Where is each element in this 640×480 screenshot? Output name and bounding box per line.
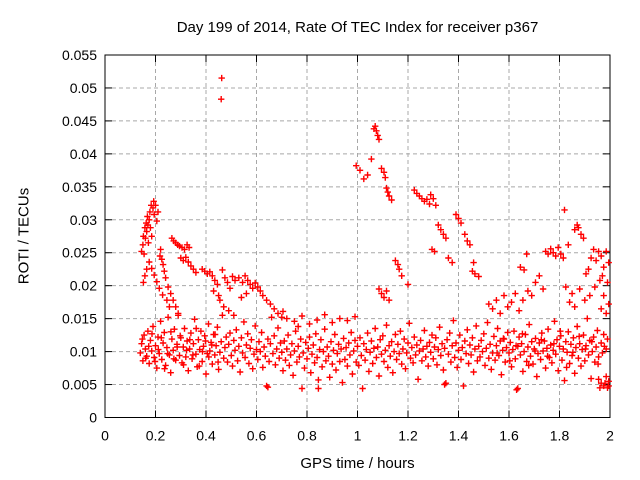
- x-tick-label: 0.8: [297, 428, 317, 444]
- y-tick-label: 0.04: [70, 146, 97, 162]
- x-tick-label: 0.6: [247, 428, 267, 444]
- y-tick-label: 0.02: [70, 278, 97, 294]
- x-tick-label: 0.2: [146, 428, 166, 444]
- x-tick-label: 0.4: [196, 428, 216, 444]
- x-tick-label: 1.2: [398, 428, 418, 444]
- y-tick-label: 0.015: [62, 311, 97, 327]
- x-axis-label: GPS time / hours: [300, 455, 415, 472]
- x-tick-label: 1.4: [449, 428, 469, 444]
- y-tick-label: 0.005: [62, 377, 97, 393]
- chart-title: Day 199 of 2014, Rate Of TEC Index for r…: [176, 19, 539, 36]
- x-tick-label: 1.6: [499, 428, 519, 444]
- x-tick-label: 0: [101, 428, 109, 444]
- y-tick-label: 0.05: [70, 80, 97, 96]
- y-tick-label: 0: [89, 410, 97, 426]
- x-tick-label: 2: [606, 428, 614, 444]
- x-tick-label: 1: [354, 428, 362, 444]
- y-tick-label: 0.03: [70, 212, 97, 228]
- y-tick-label: 0.055: [62, 47, 97, 63]
- y-tick-label: 0.01: [70, 344, 97, 360]
- data-points: [137, 74, 612, 393]
- y-tick-label: 0.045: [62, 113, 97, 129]
- y-tick-label: 0.025: [62, 245, 97, 261]
- x-tick-label: 1.8: [550, 428, 570, 444]
- y-tick-label: 0.035: [62, 179, 97, 195]
